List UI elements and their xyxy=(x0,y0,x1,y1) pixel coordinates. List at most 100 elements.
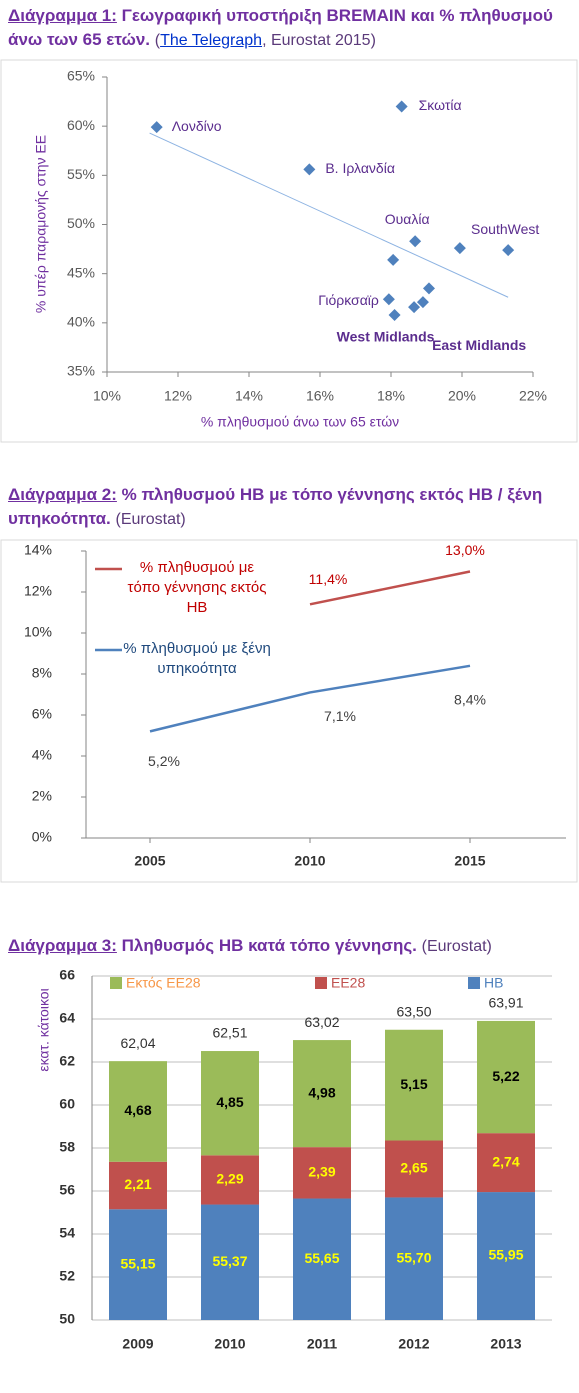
chart-heading: Διάγραμμα 1: Γεωγραφική υποστήριξη BREMA… xyxy=(8,4,574,53)
point xyxy=(502,244,515,257)
legend-label: ΕΕ28 xyxy=(331,975,365,991)
data-label: 4,68 xyxy=(124,1102,151,1118)
total-label: 63,91 xyxy=(488,995,523,1011)
y-tick-label: 66 xyxy=(59,967,75,983)
y-tick-label: 50% xyxy=(67,215,95,231)
x-tick-label: 18% xyxy=(377,388,405,404)
x-tick-label: 12% xyxy=(164,388,192,404)
bar-segment xyxy=(109,1061,167,1162)
bar-segment xyxy=(385,1197,443,1320)
y-tick-label: 2% xyxy=(32,788,52,804)
point xyxy=(388,308,401,321)
point xyxy=(409,235,422,248)
chart-heading: Διάγραμμα 3: Πληθυσμός ΗΒ κατά τόπο γένν… xyxy=(8,934,574,959)
data-label: 4,85 xyxy=(216,1094,243,1110)
data-label: 8,4% xyxy=(454,692,486,708)
line xyxy=(309,570,471,606)
point-label: Λονδίνο xyxy=(172,118,222,134)
legend-label: ΗΒ xyxy=(484,975,503,991)
figure-label: Διάγραμμα 2: xyxy=(8,485,117,504)
y-tick-label: 64 xyxy=(59,1010,75,1026)
data-label: 55,95 xyxy=(488,1247,523,1263)
y-tick-label: 65% xyxy=(67,68,95,84)
legend-swatch xyxy=(468,977,480,989)
x-tick-label: 2012 xyxy=(398,1336,429,1352)
data-label: 55,37 xyxy=(212,1253,247,1269)
y-axis-label: % υπέρ παραμονής στην ΕΕ xyxy=(33,135,49,313)
data-label: 2,65 xyxy=(400,1160,427,1176)
bar-segment xyxy=(109,1209,167,1320)
point xyxy=(387,253,400,266)
legend-label: % πληθυσμού με τόπο γέννησης εκτός ΗΒ xyxy=(127,559,267,616)
point xyxy=(303,163,316,176)
y-tick-label: 4% xyxy=(32,747,52,763)
point-label: Ουαλία xyxy=(385,211,430,227)
total-label: 62,51 xyxy=(212,1025,247,1041)
data-label: 5,22 xyxy=(492,1068,519,1084)
y-tick-label: 58 xyxy=(59,1139,75,1155)
point xyxy=(453,242,466,255)
data-label: 2,29 xyxy=(216,1171,243,1187)
legend-swatch xyxy=(110,977,122,989)
point-label: Σκωτία xyxy=(419,97,462,113)
point xyxy=(422,282,435,295)
x-axis-label: % πληθυσμού άνω των 65 ετών xyxy=(201,414,399,430)
x-tick-label: 20% xyxy=(448,388,476,404)
x-tick-label: 2005 xyxy=(134,853,165,869)
x-tick-label: 16% xyxy=(306,388,334,404)
bar-segment xyxy=(293,1147,351,1199)
x-tick-label: 2015 xyxy=(454,853,485,869)
y-axis-label: εκατ. κάτοικοι xyxy=(36,988,52,1071)
y-tick-label: 10% xyxy=(24,624,52,640)
y-tick-label: 14% xyxy=(24,542,52,558)
x-tick-label: 10% xyxy=(93,388,121,404)
y-tick-label: 8% xyxy=(32,665,52,681)
data-label: 5,15 xyxy=(400,1076,427,1092)
x-tick-label: 2011 xyxy=(307,1336,338,1352)
trendline xyxy=(149,132,509,298)
legend-label: Εκτός ΕΕ28 xyxy=(126,975,201,991)
bar-segment xyxy=(201,1204,259,1320)
x-tick-label: 2010 xyxy=(214,1336,245,1352)
y-tick-label: 60% xyxy=(67,117,95,133)
x-tick-label: 2010 xyxy=(294,853,325,869)
y-tick-label: 54 xyxy=(59,1225,75,1241)
y-tick-label: 45% xyxy=(67,264,95,280)
chart-frame xyxy=(0,539,578,883)
data-label: 2,39 xyxy=(308,1164,335,1180)
figure-label: Διάγραμμα 3: xyxy=(8,936,117,955)
data-label: 55,15 xyxy=(120,1255,155,1271)
data-label: 5,2% xyxy=(148,753,180,769)
point-label: East Midlands xyxy=(432,337,526,353)
source-text: ( xyxy=(154,32,161,49)
x-tick-label: 2013 xyxy=(490,1336,521,1352)
point xyxy=(408,301,421,314)
chart-title: Γεωγραφική υποστήριξη BREMAIN και % πληθ… xyxy=(8,6,553,49)
data-label: 2,21 xyxy=(124,1176,151,1192)
x-tick-label: 22% xyxy=(519,388,547,404)
line xyxy=(149,664,471,733)
bar-segment xyxy=(385,1029,443,1141)
data-label: 4,98 xyxy=(308,1084,335,1100)
y-tick-label: 56 xyxy=(59,1182,75,1198)
data-label: 55,70 xyxy=(396,1249,431,1265)
figure-label: Διάγραμμα 1: xyxy=(8,6,117,25)
y-tick-label: 60 xyxy=(59,1096,75,1112)
y-tick-label: 40% xyxy=(67,314,95,330)
bar-segment xyxy=(109,1161,167,1210)
point-label: Γιόρκσαϊρ xyxy=(318,292,379,308)
chart-title: % πληθυσμού ΗΒ με τόπο γέννησης εκτός ΗΒ… xyxy=(8,485,543,528)
y-tick-label: 35% xyxy=(67,363,95,379)
point-label: West Midlands xyxy=(337,329,435,345)
y-tick-label: 55% xyxy=(67,166,95,182)
x-tick-label: 14% xyxy=(235,388,263,404)
y-tick-label: 50 xyxy=(59,1311,75,1327)
source: (The Telegraph, Eurostat 2015) xyxy=(155,32,376,49)
source-text: , Eurostat 2015) xyxy=(262,32,376,49)
y-tick-label: 6% xyxy=(32,706,52,722)
point xyxy=(416,296,429,309)
data-label: 11,4% xyxy=(309,571,348,587)
source: (Eurostat) xyxy=(421,938,492,955)
chart-title: Πληθυσμός ΗΒ κατά τόπο γέννησης. xyxy=(121,936,417,955)
